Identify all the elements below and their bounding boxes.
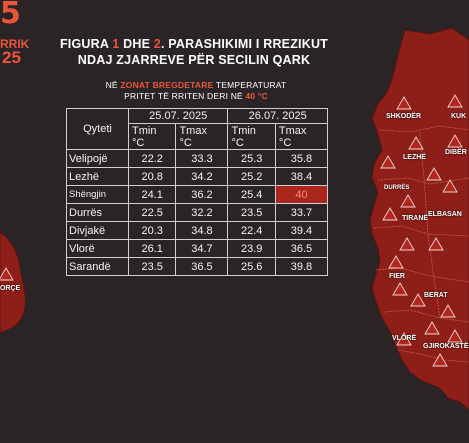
col-unit: °C xyxy=(231,137,244,149)
col-label: Tmax xyxy=(278,125,307,137)
table-row: Vlorë 26.1 34.7 23.9 36.5 xyxy=(66,239,329,258)
col-label: Tmin xyxy=(231,125,256,137)
label-gjirokaster: GJIROKASTË xyxy=(423,343,469,350)
title-part: . PARASHIKIMI I RREZIKUT xyxy=(160,37,329,51)
label-kukes: KUK xyxy=(451,113,467,120)
label-elbasan: ELBASAN xyxy=(428,211,462,218)
value-cell: 33.3 xyxy=(175,149,229,168)
table-date-row: Qyteti 25.07. 2025 26.07. 2025 xyxy=(66,108,328,150)
table-row: Shëngjin 24.1 36.2 25.4 40 xyxy=(66,185,329,204)
corner-year: 25 xyxy=(2,48,21,67)
subtitle-part: NË xyxy=(105,80,121,90)
city-cell: Vlorë xyxy=(66,239,129,258)
city-cell: Lezhë xyxy=(66,167,129,186)
value-cell: 34.8 xyxy=(175,221,229,240)
corner-word: RRIK xyxy=(0,37,30,51)
value-cell: 39.4 xyxy=(274,221,329,240)
subtitle-part: PRITET TË RRITEN DERI NË xyxy=(124,91,246,101)
subtitle-value: 40 xyxy=(245,91,256,101)
col-tmin-1: Tmin °C xyxy=(127,123,177,150)
value-cell: 33.7 xyxy=(274,203,329,222)
col-unit: °C xyxy=(132,137,145,149)
value-cell: 25.2 xyxy=(227,167,276,186)
warning-triangle-icon xyxy=(0,94,463,367)
temperature-table: Qyteti 25.07. 2025 26.07. 2025 Tmin °C Tm… xyxy=(66,108,329,276)
value-cell: 22.5 xyxy=(127,203,177,222)
col-tmin-2: Tmin °C xyxy=(227,123,276,150)
label-berat: BERAT xyxy=(424,292,448,299)
value-cell: 26.1 xyxy=(127,239,177,258)
value-cell: 23.5 xyxy=(127,257,177,276)
city-cell: Shëngjin xyxy=(66,185,129,204)
table-row: Lezhë 20.8 34.2 25.2 38.4 xyxy=(66,167,329,186)
value-cell: 32.2 xyxy=(175,203,229,222)
value-cell: 39.8 xyxy=(274,257,329,276)
table-row: Divjakë 20.3 34.8 22.4 39.4 xyxy=(66,221,329,240)
title-line-2: NDAJ ZJARREVE PËR SECILIN QARK xyxy=(77,53,311,67)
table-row: Sarandë 23.5 36.5 25.6 39.8 xyxy=(66,257,329,276)
subtitle-unit: °C xyxy=(255,91,268,101)
value-cell: 34.7 xyxy=(175,239,229,258)
label-fier: FIER xyxy=(389,273,405,280)
value-cell: 22.2 xyxy=(127,149,177,168)
corner-number: 5 xyxy=(0,0,21,31)
col-tmax-1: Tmax °C xyxy=(175,123,229,150)
value-cell: 38.4 xyxy=(274,167,329,186)
label-tirane: TIRANË xyxy=(402,215,429,222)
city-cell: Divjakë xyxy=(66,221,129,240)
col-label: Tmin xyxy=(132,125,157,137)
label-diber: DIBËR xyxy=(445,149,467,156)
value-cell: 36.5 xyxy=(274,239,329,258)
label-durres: DURRËS xyxy=(384,185,410,191)
page-title: FIGURA 1 DHE 2. PARASHIKIMI I RREZIKUT N… xyxy=(44,36,344,68)
subtitle-part: TEMPERATURAT xyxy=(213,80,287,90)
subtitle: NË ZONAT BREGDETARE TEMPERATURAT PRITET … xyxy=(86,80,306,102)
label-shkoder: SHKODËR xyxy=(386,113,422,120)
subtitle-line-1: NË ZONAT BREGDETARE TEMPERATURAT xyxy=(86,80,306,91)
value-cell: 25.3 xyxy=(227,149,276,168)
table-row: Velipojë 22.2 33.3 25.3 35.8 xyxy=(66,149,329,168)
title-figure-number: 1 xyxy=(112,37,120,51)
city-cell: Sarandë xyxy=(66,257,129,276)
subtitle-highlight: ZONAT BREGDETARE xyxy=(120,80,214,90)
label-lezhe: LEZHË xyxy=(403,154,426,161)
city-cell: Velipojë xyxy=(66,149,129,168)
value-cell: 25.4 xyxy=(227,185,276,204)
date-header-2: 26.07. 2025 xyxy=(227,108,328,124)
value-cell: 25.6 xyxy=(227,257,276,276)
value-cell: 34.2 xyxy=(175,167,229,186)
value-cell: 22.4 xyxy=(227,221,276,240)
col-unit: °C xyxy=(278,137,292,149)
label-korce: ORÇE xyxy=(0,285,21,292)
city-header: Qyteti xyxy=(66,108,129,150)
table-row: Durrës 22.5 32.2 23.5 33.7 xyxy=(66,203,329,222)
title-line-1: FIGURA 1 DHE 2. PARASHIKIMI I RREZIKUT xyxy=(44,36,344,52)
value-cell: 20.3 xyxy=(127,221,177,240)
value-cell: 20.8 xyxy=(127,167,177,186)
value-cell: 36.5 xyxy=(175,257,229,276)
label-vlore: VLORË xyxy=(392,335,417,342)
table-col-header-row: Tmin °C Tmax °C Tmin °C Tmax °C xyxy=(67,123,329,150)
city-cell: Durrës xyxy=(66,203,129,222)
value-cell: 35.8 xyxy=(274,149,329,168)
value-cell: 36.2 xyxy=(175,185,229,204)
date-header-1: 25.07. 2025 xyxy=(127,108,229,124)
col-tmax-2: Tmax °C xyxy=(274,123,329,150)
title-figure-number: 2 xyxy=(153,37,161,51)
title-part: FIGURA xyxy=(59,37,113,51)
value-cell: 23.5 xyxy=(227,203,276,222)
value-cell: 23.9 xyxy=(227,239,276,258)
col-unit: °C xyxy=(179,137,192,149)
value-cell: 24.1 xyxy=(127,185,177,204)
left-region-shape xyxy=(0,231,26,333)
value-cell-highlighted: 40 xyxy=(274,185,329,204)
title-part: DHE xyxy=(119,37,154,51)
subtitle-line-2: PRITET TË RRITEN DERI NË 40 °C xyxy=(86,91,306,102)
col-label: Tmax xyxy=(179,125,207,137)
